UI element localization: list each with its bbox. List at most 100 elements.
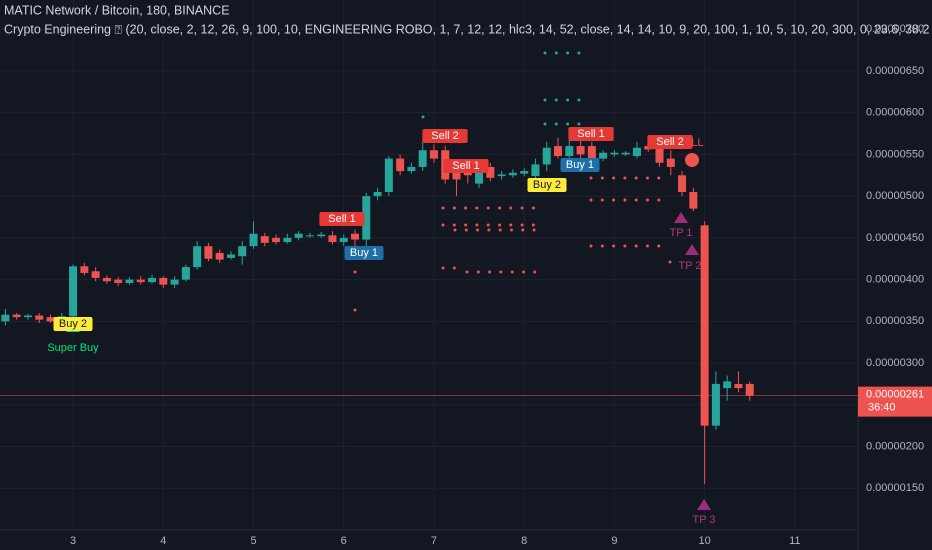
candle-body	[46, 317, 55, 322]
annotation: Sell 1	[452, 160, 480, 172]
level-dot	[600, 176, 604, 180]
marker	[697, 499, 711, 510]
y-tick-label: 0.00000350	[866, 315, 924, 327]
candle-body	[249, 233, 258, 247]
annotation-badge	[443, 159, 489, 173]
level-dot	[554, 98, 558, 102]
level-dot	[612, 244, 616, 248]
annotation: Sell 2	[656, 136, 684, 148]
candle-body	[655, 147, 664, 163]
annotation-badge	[53, 317, 93, 331]
candle-body	[429, 150, 438, 159]
level-dot	[577, 122, 581, 126]
candle-body	[12, 314, 21, 318]
candle-body	[396, 158, 405, 172]
indicator-title: Crypto Engineering ⍰ (20, close, 2, 12, …	[4, 22, 929, 36]
level-dot	[520, 223, 524, 227]
level-dot	[476, 228, 480, 232]
level-dot	[522, 270, 525, 274]
level-dot	[657, 176, 661, 180]
level-dot	[475, 223, 479, 227]
annotation: TP 3	[692, 514, 715, 526]
level-dot	[634, 244, 638, 248]
level-dot	[520, 206, 524, 210]
level-dot	[566, 98, 570, 102]
candle-body	[170, 279, 179, 285]
level-dot	[510, 228, 513, 232]
level-dot	[498, 206, 501, 210]
candle-body	[317, 234, 326, 237]
candle-body	[599, 152, 608, 159]
candle-body	[542, 147, 551, 165]
candle-body	[452, 171, 461, 180]
candle-body	[486, 166, 495, 178]
candle-body	[587, 146, 596, 159]
x-tick-label: 10	[698, 535, 710, 547]
annotation: Buy 1	[350, 247, 378, 259]
candle-body	[418, 150, 427, 167]
candle-body	[700, 225, 709, 426]
last-price-label: 0.00000261	[866, 389, 924, 401]
level-dot	[498, 228, 502, 232]
level-dot	[600, 244, 604, 248]
level-dot	[612, 176, 616, 180]
annotation: Buy 2	[59, 318, 87, 330]
level-dot	[465, 270, 469, 274]
level-dot	[487, 228, 491, 232]
candle-body	[260, 236, 269, 243]
candle-body	[632, 147, 641, 157]
level-dot	[531, 206, 535, 210]
candle-body	[621, 152, 630, 155]
annotation: TP 1	[669, 227, 692, 239]
level-dot	[441, 206, 445, 210]
candle-body	[734, 383, 743, 389]
level-dot	[452, 223, 456, 227]
y-tick-label: 0.00000400	[866, 274, 924, 286]
level-dot	[353, 308, 357, 312]
candle-body	[125, 279, 134, 283]
marker	[685, 153, 699, 167]
level-dot	[657, 244, 661, 248]
level-dot	[441, 266, 445, 270]
level-dot	[499, 270, 503, 274]
level-dot	[453, 228, 457, 232]
candle-body	[204, 246, 213, 259]
x-tick-label: 5	[250, 535, 256, 547]
level-dot	[533, 270, 537, 274]
candle-body	[711, 383, 720, 426]
candle-body	[520, 171, 529, 174]
candle-body	[272, 237, 281, 243]
level-dot	[668, 260, 672, 264]
last-price-badge	[858, 386, 932, 417]
level-dot	[646, 198, 649, 202]
candle-body	[80, 266, 89, 273]
x-tick-label: 3	[70, 535, 76, 547]
candle-body	[181, 267, 190, 280]
annotation: Sell 2	[431, 130, 459, 142]
x-tick-label: 11	[789, 535, 800, 547]
candle-body	[384, 158, 393, 192]
candle-body	[114, 279, 123, 283]
y-tick-label: 0.00000500	[866, 190, 924, 202]
candle-body	[339, 237, 348, 243]
level-dot	[577, 98, 581, 102]
candle-body	[475, 166, 484, 184]
level-dot	[646, 244, 649, 248]
annotation-badge	[319, 212, 365, 226]
level-dot	[510, 270, 514, 274]
level-dot	[464, 206, 468, 210]
annotation: Buy 2	[533, 179, 561, 191]
annotation: Sell 1	[577, 128, 605, 140]
annotation-badge	[344, 246, 384, 260]
candle-body	[351, 233, 360, 240]
annotation-badge	[527, 178, 567, 192]
candle-body	[463, 171, 472, 176]
candle-body	[69, 266, 78, 317]
level-dot	[577, 51, 581, 55]
level-dot	[634, 198, 638, 202]
level-dot	[612, 198, 616, 202]
candle-body	[35, 315, 44, 320]
candle-body	[283, 237, 292, 243]
